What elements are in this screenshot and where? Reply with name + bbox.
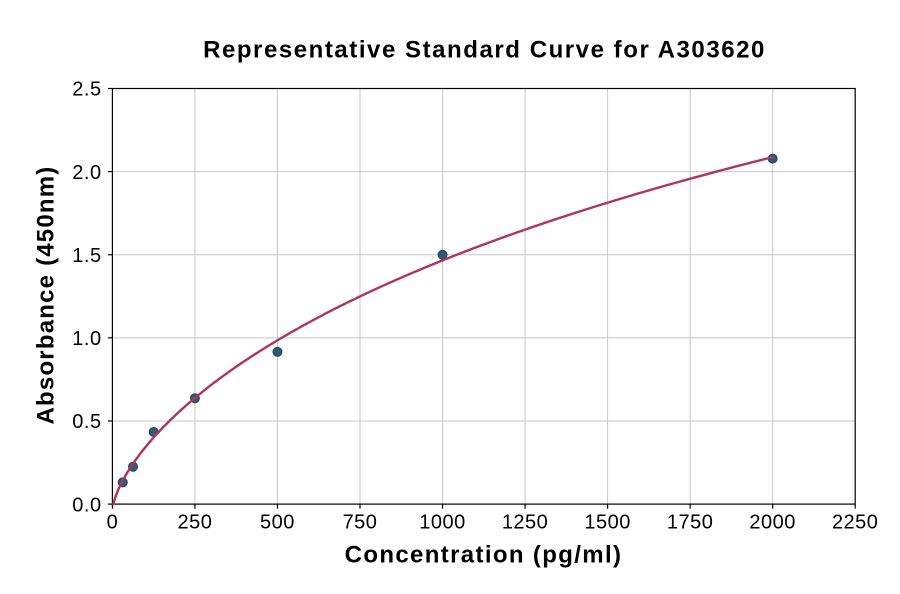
svg-text:Concentration (pg/ml): Concentration (pg/ml) xyxy=(345,542,623,569)
svg-text:2.5: 2.5 xyxy=(72,79,101,101)
svg-text:Absorbance (450nm): Absorbance (450nm) xyxy=(33,166,60,425)
svg-text:750: 750 xyxy=(343,512,378,534)
svg-text:2.0: 2.0 xyxy=(72,162,101,184)
svg-text:Representative Standard Curve: Representative Standard Curve for A30362… xyxy=(203,36,766,63)
svg-text:0.0: 0.0 xyxy=(72,494,101,516)
svg-text:250: 250 xyxy=(177,512,212,534)
svg-text:0.5: 0.5 xyxy=(72,411,101,433)
svg-text:1250: 1250 xyxy=(502,512,549,534)
svg-text:1500: 1500 xyxy=(584,512,631,534)
svg-text:500: 500 xyxy=(260,512,295,534)
svg-text:1000: 1000 xyxy=(419,512,466,534)
svg-text:1.0: 1.0 xyxy=(72,328,101,350)
svg-text:1.5: 1.5 xyxy=(72,245,101,267)
svg-text:2250: 2250 xyxy=(832,512,879,534)
svg-text:1750: 1750 xyxy=(667,512,714,534)
svg-text:2000: 2000 xyxy=(749,512,796,534)
svg-text:0: 0 xyxy=(107,512,119,534)
